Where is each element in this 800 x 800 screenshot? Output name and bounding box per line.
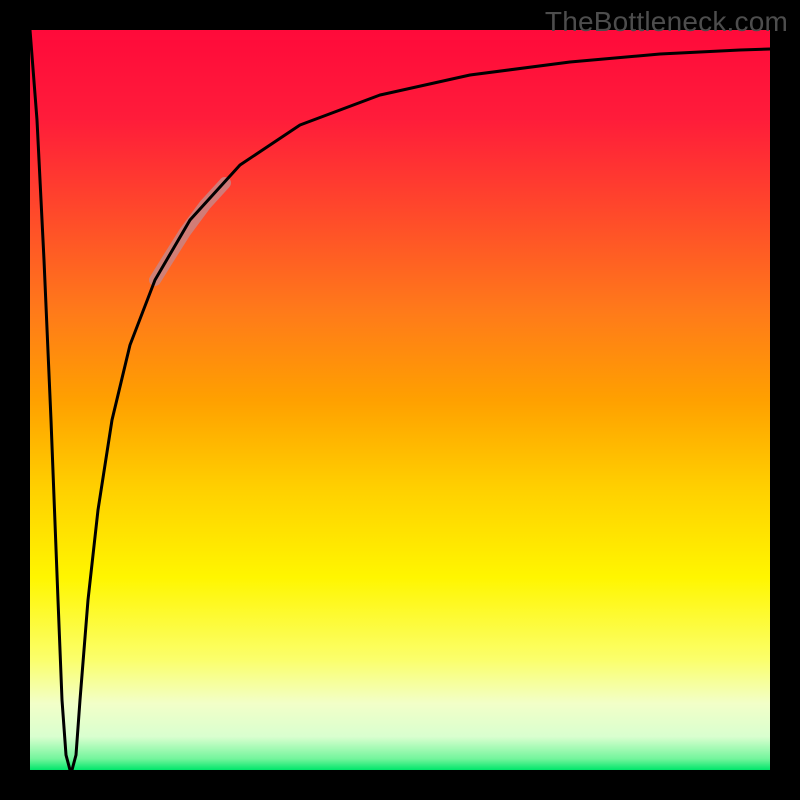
watermark-text: TheBottleneck.com <box>545 6 788 38</box>
curve-layer <box>30 30 770 770</box>
plot-area <box>30 30 770 770</box>
chart-frame: TheBottleneck.com <box>0 0 800 800</box>
highlight-segment <box>155 183 225 280</box>
bottleneck-curve <box>30 30 770 770</box>
